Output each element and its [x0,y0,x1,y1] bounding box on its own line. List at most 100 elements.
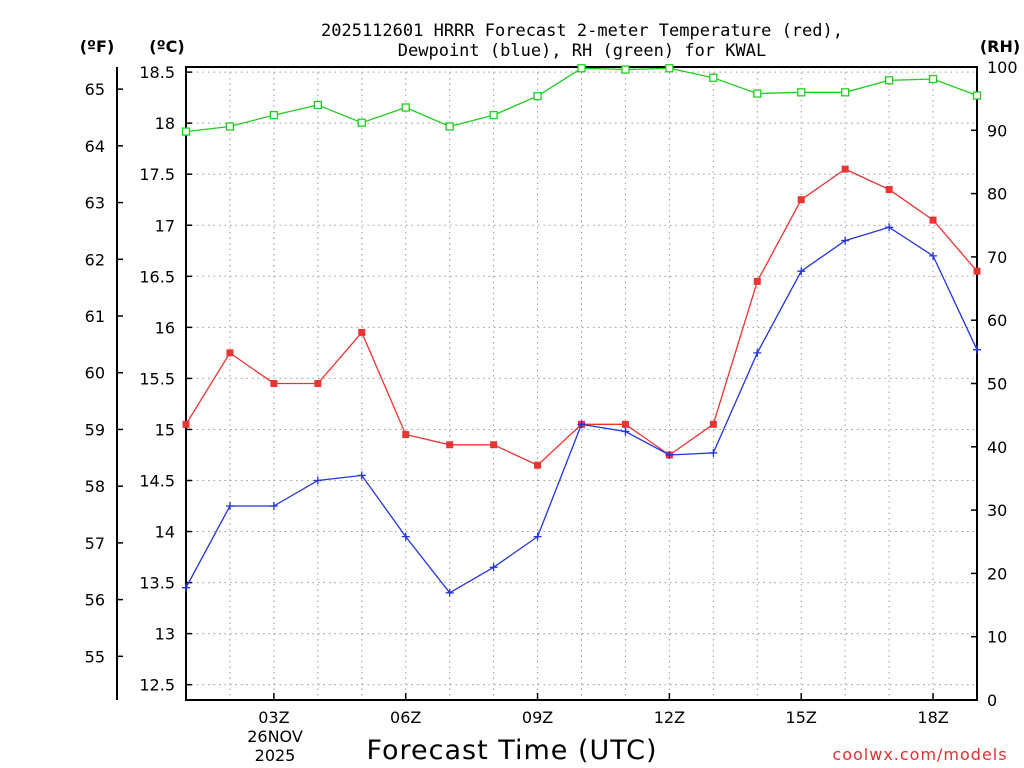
rh-point [884,76,894,85]
x-tick-label: 03Z [258,708,289,727]
celsius-tick-label: 13.5 [139,574,175,593]
celsius-tick-label: 18 [155,114,175,133]
rh-point [972,91,982,100]
dewpoint-point [797,267,806,276]
rh-point [753,89,762,98]
celsius-axis-label: (ºC) [149,37,184,56]
temperature-point [490,441,498,449]
temperature-point [973,267,981,275]
rh-tick-label: 20 [987,564,1007,583]
dewpoint-point [841,236,850,245]
temperature-point [797,196,805,204]
fahrenheit-tick-label: 55 [85,647,105,666]
temperature-point [753,277,761,285]
fahrenheit-tick-label: 61 [85,307,105,326]
dewpoint-point [533,532,542,541]
celsius-tick-label: 16 [155,318,175,337]
rh-point [181,127,191,136]
fahrenheit-tick-label: 64 [85,137,105,156]
fahrenheit-tick-label: 56 [85,591,105,610]
chart-title-line2: Dewpoint (blue), RH (green) for KWAL [398,41,766,61]
dewpoint-point [182,583,190,592]
rh-point [445,122,454,131]
rh-tick-label: 60 [987,311,1007,330]
x-tick-label: 12Z [654,708,685,727]
rh-point [577,64,586,73]
celsius-tick-label: 15.5 [139,369,175,388]
rh-tick-label: 70 [987,248,1007,267]
tick-labels: 12.5 13 13.5 14 14.5 15 15.5 16 16.5 17 17.5 18 18.5… [85,58,1018,727]
temperature-point [929,216,937,224]
rh-point [709,73,718,82]
fahrenheit-tick-label: 62 [85,250,105,269]
temperature-point [358,328,366,336]
x-tick-label: 09Z [522,708,553,727]
fahrenheit-tick-label: 65 [85,80,105,99]
x-axis-title: Forecast Time (UTC) [366,735,657,766]
dewpoint-point [445,588,454,597]
celsius-tick-label: 13 [155,625,175,644]
rh-point [665,64,674,73]
x-tick-label: 15Z [786,708,817,727]
x-tick-label: 18Z [917,708,948,727]
rh-axis-label: (RH) [980,37,1020,56]
watermark: coolwx.com/models [832,745,1007,764]
temperature-point [314,380,322,387]
rh-tick-label: 0 [987,691,997,710]
chart-title-line1: 2025112601 HRRR Forecast 2-meter Tempera… [321,21,843,41]
temperature-point [841,165,849,173]
fahrenheit-tick-label: 63 [85,194,105,213]
dewpoint-point [225,502,234,511]
dewpoint-point [885,223,894,232]
celsius-tick-label: 15 [155,420,175,439]
temperature-point [182,420,190,428]
celsius-tick-label: 17 [155,216,175,235]
date-label-line2: 2025 [255,746,296,765]
rh-tick-label: 40 [987,438,1007,457]
rh-tick-label: 90 [987,121,1007,140]
temperature-point [446,441,454,449]
fahrenheit-tick-label: 58 [85,477,105,496]
rh-point [621,65,630,74]
temperature-point [534,461,542,469]
rh-point [357,118,366,127]
celsius-tick-label: 18.5 [139,63,175,82]
temperature-point [885,186,893,194]
dewpoint-point [401,532,410,541]
temperature-point [709,420,717,428]
celsius-tick-label: 17.5 [139,165,175,184]
temperature-point [270,380,278,387]
rh-point [401,103,410,112]
fahrenheit-tick-label: 60 [85,364,105,383]
rh-tick-label: 80 [987,185,1007,204]
fahrenheit-axis-label: (ºF) [80,37,115,56]
temperature-point [621,420,629,428]
grid [186,67,977,700]
dewpoint-point [269,502,278,511]
date-label-line1: 26NOV [247,727,303,746]
dewpoint-point [313,476,322,485]
celsius-tick-label: 16.5 [139,267,175,286]
axes [116,66,978,701]
celsius-tick-label: 14.5 [139,471,175,490]
celsius-tick-label: 12.5 [139,676,175,695]
dewpoint-point [929,251,938,260]
dewpoint-point [665,450,674,459]
dewpoint-point [621,427,630,436]
temperature-point [226,349,234,357]
rh-point [313,100,322,110]
dewpoint-series [182,223,981,597]
dewpoint-point [973,345,981,354]
rh-point [841,88,850,97]
rh-point [489,110,498,120]
temperature-point [402,431,410,439]
rh-point [797,88,806,97]
rh-tick-label: 50 [987,375,1007,394]
fahrenheit-tick-label: 59 [85,420,105,439]
dewpoint-point [489,563,498,572]
series-layer [181,64,982,597]
rh-tick-label: 30 [987,501,1007,520]
rh-point [225,122,235,131]
rh-point [533,91,542,101]
